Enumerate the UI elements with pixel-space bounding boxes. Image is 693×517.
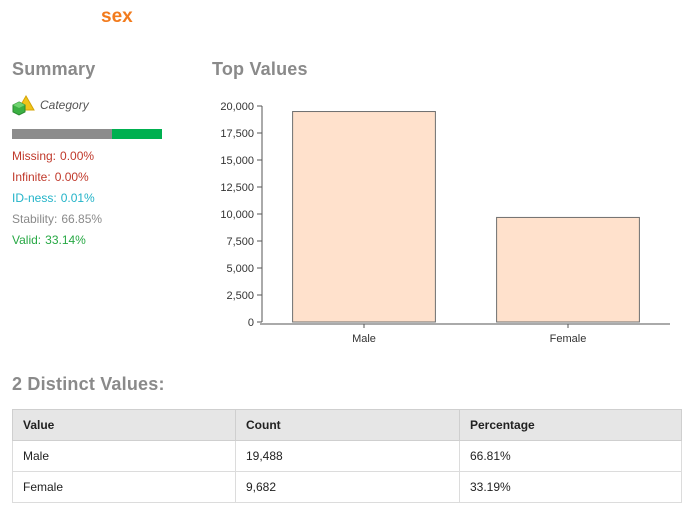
table-row: Male 19,488 66.81% — [12, 440, 682, 472]
summary-title: Summary — [12, 59, 96, 79]
y-tick-label: 5,000 — [226, 263, 254, 275]
y-tick-label: 15,000 — [220, 155, 254, 167]
stat-valid-label: Valid: — [12, 233, 42, 247]
y-tick-label: 10,000 — [220, 209, 254, 221]
stat-idness-label: ID-ness: — [12, 191, 57, 205]
cell-value: Female — [12, 471, 236, 503]
y-tick-label: 12,500 — [220, 182, 254, 194]
stat-idness-value: 0.01% — [60, 191, 95, 205]
cell-percentage: 66.81% — [459, 440, 682, 472]
y-tick-label: 20,000 — [220, 101, 254, 113]
x-tick-label: Male — [352, 333, 376, 345]
bar-female — [496, 216, 640, 323]
stat-stability-label: Stability: — [12, 212, 58, 226]
quality-stats: Missing: 0.00% Infinite: 0.00% ID-ness: … — [12, 146, 102, 251]
column-header-percentage[interactable]: Percentage — [459, 409, 682, 441]
stat-infinite-label: Infinite: — [12, 170, 51, 184]
distinct-values-table: Value Count Percentage Male 19,488 66.81… — [12, 409, 682, 503]
type-label: Category — [40, 98, 89, 112]
stat-valid: Valid: 33.14% — [12, 230, 102, 251]
cell-count: 9,682 — [235, 471, 460, 503]
stat-idness: ID-ness: 0.01% — [12, 188, 102, 209]
y-tick-label: 2,500 — [226, 290, 254, 302]
table-row: Female 9,682 33.19% — [12, 471, 682, 503]
bar-male — [292, 111, 436, 323]
y-tick-label: 7,500 — [226, 236, 254, 248]
x-tick-label: Female — [550, 333, 587, 345]
cell-value: Male — [12, 440, 236, 472]
stat-infinite: Infinite: 0.00% — [12, 167, 102, 188]
stat-missing: Missing: 0.00% — [12, 146, 102, 167]
column-header-count[interactable]: Count — [235, 409, 460, 441]
cell-percentage: 33.19% — [459, 471, 682, 503]
category-icon — [12, 94, 38, 116]
attribute-name: sex — [101, 6, 133, 27]
top-values-title: Top Values — [212, 59, 308, 79]
attribute-type: Category — [12, 94, 89, 116]
column-header-value[interactable]: Value — [12, 409, 236, 441]
valid-fill — [112, 129, 162, 139]
y-tick-label: 17,500 — [220, 128, 254, 140]
table-header-row: Value Count Percentage — [12, 409, 682, 441]
stat-valid-value: 33.14% — [45, 233, 86, 247]
stat-stability-value: 66.85% — [61, 212, 103, 226]
stat-missing-label: Missing: — [12, 149, 57, 163]
stat-stability: Stability: 66.85% — [12, 209, 102, 230]
cell-count: 19,488 — [235, 440, 460, 472]
y-tick-label: 0 — [248, 317, 254, 329]
stat-missing-value: 0.00% — [60, 149, 95, 163]
top-values-chart: 0 2,500 5,000 7,500 10,000 12,500 15,000 17,500… — [220, 101, 670, 345]
distinct-values-title: 2 Distinct Values: — [12, 374, 165, 394]
stat-infinite-value: 0.00% — [54, 170, 89, 184]
data-quality-bar — [12, 129, 162, 139]
